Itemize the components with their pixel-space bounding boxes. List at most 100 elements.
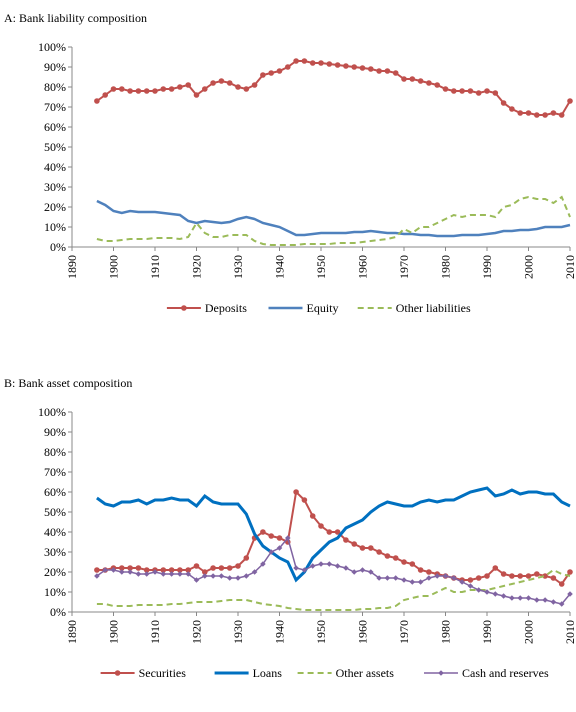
x-tick-label: 1910	[148, 255, 162, 279]
y-tick-label: 80%	[44, 80, 66, 94]
point	[193, 563, 200, 569]
point	[567, 569, 573, 575]
point	[301, 567, 308, 573]
point	[434, 82, 441, 88]
legend-label: Loans	[253, 666, 283, 680]
point	[268, 533, 275, 539]
point	[417, 567, 424, 573]
y-tick-label: 90%	[44, 60, 66, 74]
legend-label: Other assets	[336, 666, 395, 680]
point	[177, 84, 183, 90]
legend-label: Deposits	[205, 301, 247, 315]
point	[525, 110, 532, 116]
point	[409, 579, 416, 585]
point	[517, 110, 523, 116]
y-tick-label: 30%	[44, 180, 66, 194]
x-tick-label: 1980	[439, 255, 453, 279]
point	[143, 567, 150, 573]
point	[550, 575, 557, 581]
x-tick-label: 1900	[107, 620, 121, 644]
point	[442, 86, 449, 92]
point	[459, 579, 465, 585]
point	[467, 577, 474, 583]
point	[534, 597, 540, 603]
point	[210, 573, 216, 579]
point	[376, 549, 382, 555]
y-tick-label: 20%	[44, 200, 66, 214]
y-tick-label: 70%	[44, 465, 66, 479]
series-line	[96, 568, 571, 611]
y-tick-label: 60%	[44, 120, 66, 134]
y-tick-label: 40%	[44, 160, 66, 174]
point	[202, 573, 208, 579]
point	[235, 575, 241, 581]
point	[558, 581, 565, 587]
point	[260, 72, 266, 78]
legend-label: Equity	[307, 301, 339, 315]
point	[309, 60, 316, 66]
point	[434, 573, 440, 579]
point	[110, 567, 117, 573]
point	[318, 60, 324, 66]
point	[119, 569, 125, 575]
x-tick-label: 1950	[314, 255, 328, 279]
series-line	[96, 199, 571, 238]
legend-label: Securities	[139, 666, 187, 680]
point	[384, 553, 391, 559]
legend-marker	[438, 670, 444, 676]
point	[210, 565, 216, 571]
x-tick-label: 1990	[480, 255, 494, 279]
series-line	[96, 536, 571, 605]
x-tick-label: 1920	[190, 255, 204, 279]
x-tick-label: 1890	[65, 255, 79, 279]
x-tick-label: 1980	[439, 620, 453, 644]
point	[251, 82, 258, 88]
point	[160, 571, 167, 577]
point	[351, 64, 358, 70]
point	[119, 86, 125, 92]
point	[293, 58, 299, 64]
point	[226, 80, 233, 86]
point	[268, 70, 275, 76]
point	[368, 66, 374, 72]
x-tick-label: 1940	[273, 255, 287, 279]
point	[558, 112, 565, 118]
point	[276, 535, 283, 541]
x-tick-label: 1900	[107, 255, 121, 279]
y-tick-label: 70%	[44, 100, 66, 114]
point	[94, 573, 100, 579]
point	[376, 575, 382, 581]
point	[509, 595, 515, 601]
point	[168, 571, 175, 577]
y-tick-label: 30%	[44, 545, 66, 559]
point	[185, 567, 191, 573]
point	[442, 573, 449, 579]
y-tick-label: 10%	[44, 585, 66, 599]
x-tick-label: 1920	[190, 620, 204, 644]
point	[276, 545, 283, 551]
point	[218, 565, 225, 571]
point	[376, 68, 382, 74]
x-tick-label: 1960	[356, 255, 370, 279]
point	[484, 573, 490, 579]
point	[467, 583, 474, 589]
point	[542, 573, 548, 579]
point	[127, 565, 133, 571]
point	[193, 577, 200, 583]
y-tick-label: 50%	[44, 505, 66, 519]
legend-label: Cash and reserves	[462, 666, 549, 680]
point	[326, 529, 333, 535]
point	[401, 577, 407, 583]
point	[368, 545, 374, 551]
point	[417, 78, 424, 84]
point	[226, 565, 233, 571]
y-tick-label: 100%	[38, 40, 66, 54]
point	[368, 569, 374, 575]
point	[143, 88, 150, 94]
point	[193, 92, 200, 98]
point	[202, 86, 208, 92]
legend-label: Other liabilities	[396, 301, 471, 315]
point	[334, 62, 341, 68]
point	[509, 106, 515, 112]
